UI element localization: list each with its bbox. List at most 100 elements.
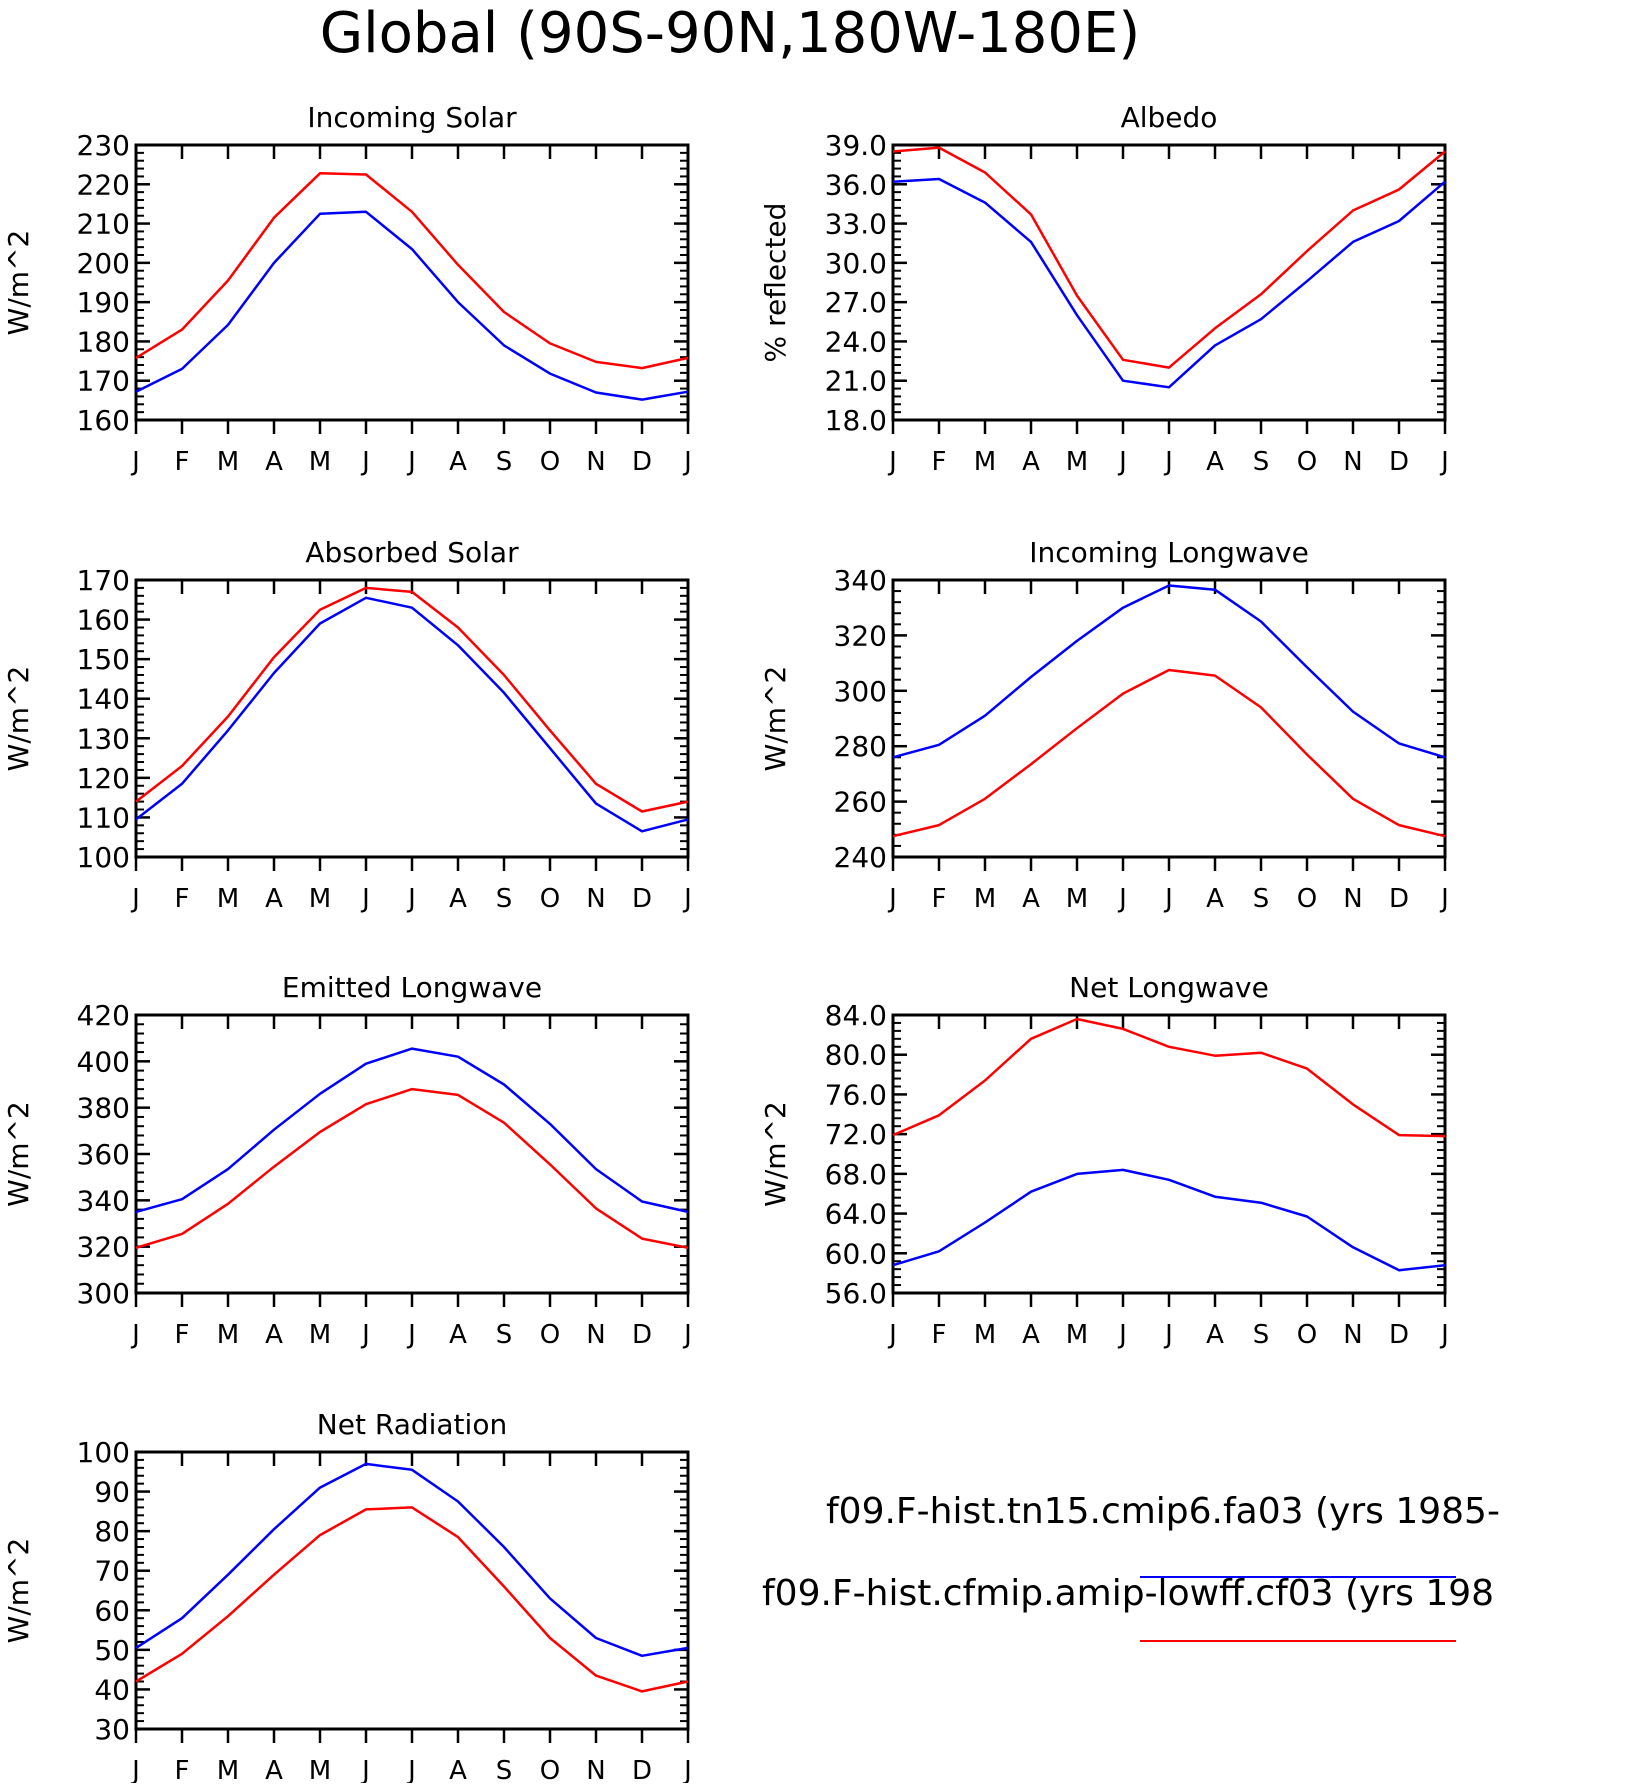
chart-title: Incoming Longwave [1029,536,1309,569]
y-tick-label: 200 [77,247,130,280]
x-tick-label: J [406,884,416,914]
chart-panel: Albedo 18.0 21.0 24.0 27.0 30.0 33.0 36.0 39.0 J F… [759,101,1449,477]
plot-frame [891,143,1447,422]
y-tick-label: 50 [94,1634,130,1667]
y-tick-label: 190 [77,286,130,319]
y-axis-label: W/m^2 [759,666,792,772]
x-tick-label: O [540,447,560,477]
y-axis-label: W/m^2 [2,1538,35,1644]
x-tick-label: J [130,447,140,477]
y-tick-label: 40 [94,1673,130,1706]
series-line [892,1017,1446,1138]
y-tick-label: 420 [77,999,130,1032]
x-tick-label: A [265,1756,283,1783]
y-tick-label: 90 [94,1476,130,1509]
chart-title: Emitted Longwave [282,971,542,1004]
x-tick-label: M [1066,1320,1088,1350]
x-tick-label: D [632,447,652,477]
legend-label-red: f09.F-hist.cfmip.amip-lowff.cf03 (yrs 19… [762,1573,1494,1614]
chart-panel: Net Longwave 56.0 60.0 64.0 68.0 72.0 76.0 80.0… [759,971,1449,1350]
y-tick-label: 360 [77,1138,130,1171]
series-line [135,172,689,370]
y-axis-label: W/m^2 [2,1101,35,1207]
series-line [135,596,689,833]
x-tick-label: O [540,1320,560,1350]
y-tick-label: 100 [77,841,130,874]
y-tick-label: 280 [834,730,887,763]
x-tick-label: S [496,447,513,477]
y-tick-label: 180 [77,325,130,358]
x-tick-label: O [1297,1320,1317,1350]
x-tick-label: J [406,1756,416,1783]
legend-label-blue: f09.F-hist.tn15.cmip6.fa03 (yrs 1985- [826,1491,1500,1532]
page-title: Global (90S-90N,180W-180E) [320,1,1141,66]
series-line [135,1047,689,1214]
legend: f09.F-hist.tn15.cmip6.fa03 (yrs 1985- f0… [762,1491,1500,1642]
series-line [892,584,1446,759]
y-tick-label: 18.0 [825,404,887,437]
x-tick-label: A [1022,1320,1040,1350]
x-tick-label: M [309,447,331,477]
x-tick-label: A [449,1320,467,1350]
x-tick-label: J [360,447,370,477]
x-tick-label: J [406,447,416,477]
y-tick-label: 160 [77,604,130,637]
x-tick-label: J [887,447,897,477]
y-tick-label: 56.0 [825,1277,887,1310]
series-line [135,1087,689,1250]
plot-frame [134,578,690,859]
y-tick-label: 21.0 [825,365,887,398]
x-tick-label: J [682,884,692,914]
x-tick-label: J [1117,447,1127,477]
series-line [135,586,689,813]
x-tick-label: O [1297,884,1317,914]
series-line [892,177,1446,389]
x-tick-label: S [1253,884,1270,914]
x-tick-label: F [932,1320,947,1350]
x-tick-label: M [974,447,996,477]
y-tick-label: 30 [94,1713,130,1746]
chart-title: Net Radiation [317,1408,507,1441]
y-tick-label: 240 [834,841,887,874]
x-tick-label: M [217,1756,239,1783]
x-tick-label: M [217,884,239,914]
y-axis-label: W/m^2 [2,666,35,772]
series-line [892,146,1446,369]
y-axis-label: W/m^2 [2,230,35,336]
series-line [892,668,1446,838]
y-tick-label: 150 [77,643,130,676]
x-tick-label: F [175,884,190,914]
y-tick-label: 300 [834,675,887,708]
x-tick-label: J [1439,884,1449,914]
x-tick-label: F [932,447,947,477]
y-tick-label: 70 [94,1555,130,1588]
x-tick-label: O [1297,447,1317,477]
x-tick-label: M [309,1756,331,1783]
y-axis-label: W/m^2 [759,1101,792,1207]
x-tick-label: J [130,1320,140,1350]
x-tick-label: J [1163,884,1173,914]
chart-panel: Incoming Solar 160 170 180 190 200 210 220 230 J F… [2,101,692,477]
x-tick-label: F [175,1320,190,1350]
x-tick-label: N [1343,884,1362,914]
x-tick-label: A [265,884,283,914]
x-tick-label: J [1439,447,1449,477]
y-tick-label: 36.0 [825,168,887,201]
y-tick-label: 340 [834,564,887,597]
x-tick-label: N [586,884,605,914]
plot-frame [134,143,690,422]
x-tick-label: J [1163,1320,1173,1350]
x-tick-label: J [360,884,370,914]
y-tick-label: 170 [77,564,130,597]
x-tick-label: M [1066,447,1088,477]
x-tick-label: J [130,884,140,914]
x-tick-label: J [682,447,692,477]
y-tick-label: 60 [94,1594,130,1627]
x-tick-label: A [1022,447,1040,477]
x-tick-label: F [932,884,947,914]
y-tick-label: 160 [77,404,130,437]
